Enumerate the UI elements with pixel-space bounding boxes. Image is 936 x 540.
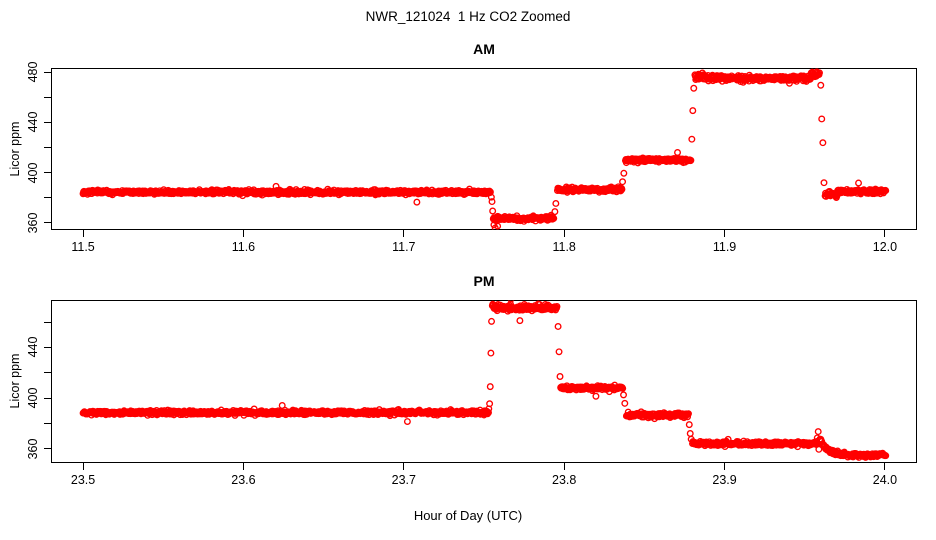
x-tick-label: 24.0 (872, 473, 898, 487)
y-tick-label: 440 (26, 336, 40, 358)
x-tick-label: 11.7 (392, 240, 416, 254)
x-tick-label: 11.5 (71, 240, 95, 254)
x-tick-label: 23.8 (552, 473, 577, 487)
x-tick-label: 11.6 (231, 240, 256, 254)
x-tick (884, 463, 886, 470)
y-tick (44, 321, 51, 323)
y-tick (44, 346, 51, 348)
y-tick (44, 121, 51, 123)
x-tick (403, 230, 405, 237)
x-tick-label: 23.7 (391, 473, 416, 487)
x-tick (82, 230, 84, 237)
x-tick-label: 12.0 (872, 240, 898, 254)
y-tick (44, 422, 51, 424)
y-tick-label: 360 (26, 212, 40, 234)
y-tick (44, 397, 51, 399)
x-tick (884, 230, 886, 237)
y-tick-label: 480 (26, 61, 40, 83)
x-tick (724, 463, 726, 470)
x-tick (403, 463, 405, 470)
y-tick (44, 96, 51, 98)
x-tick-label: 23.6 (231, 473, 256, 487)
y-tick (44, 146, 51, 148)
x-tick-label: 23.9 (712, 473, 737, 487)
y-tick-label: 360 (26, 438, 40, 460)
x-tick (563, 463, 565, 470)
y-tick (44, 197, 51, 199)
y-tick (44, 448, 51, 450)
y-tick-label: 400 (26, 162, 40, 184)
y-tick-label: 400 (26, 387, 40, 409)
x-tick-label: 23.5 (70, 473, 96, 487)
y-tick-label: 440 (26, 111, 40, 133)
x-tick (242, 230, 244, 237)
x-tick (563, 230, 565, 237)
y-tick (44, 372, 51, 374)
x-tick-label: 11.9 (712, 240, 737, 254)
y-tick (44, 222, 51, 224)
x-tick (242, 463, 244, 470)
x-tick (724, 230, 726, 237)
y-tick (44, 172, 51, 174)
x-tick-label: 11.8 (552, 240, 576, 254)
x-tick (82, 463, 84, 470)
y-tick (44, 71, 51, 73)
